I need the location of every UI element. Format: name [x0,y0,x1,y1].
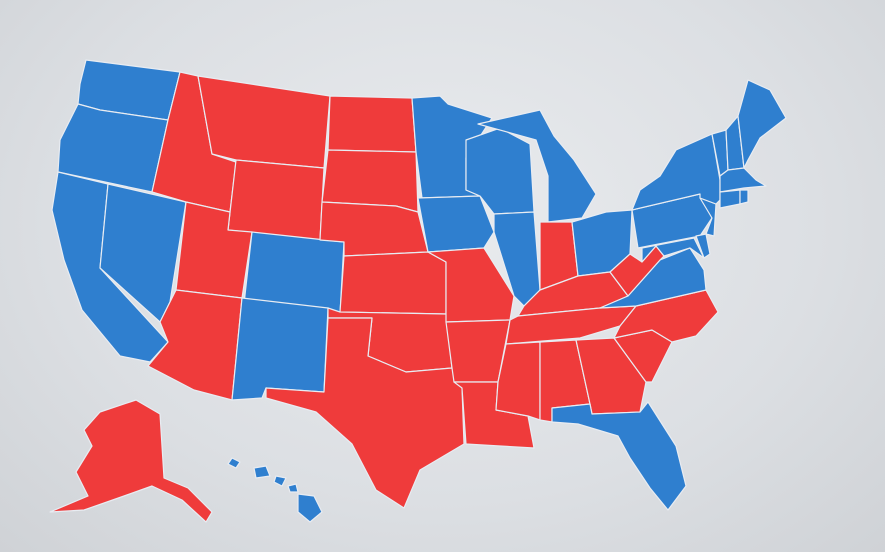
state-massachusetts[interactable] [719,167,767,193]
state-maine[interactable] [737,79,787,169]
state-new-york[interactable] [631,133,721,211]
state-delaware[interactable] [695,233,711,259]
state-new-mexico[interactable] [231,297,329,401]
state-texas[interactable] [265,317,465,509]
state-connecticut[interactable] [719,189,741,209]
state-florida[interactable] [551,401,687,511]
state-hawaii[interactable] [227,457,323,523]
state-north-dakota[interactable] [327,95,417,153]
state-iowa[interactable] [417,195,495,253]
state-kansas[interactable] [339,251,447,315]
state-montana[interactable] [197,75,331,169]
state-wyoming[interactable] [227,159,325,241]
state-maryland[interactable] [641,237,705,263]
state-alaska[interactable] [49,399,213,523]
state-rhode-island[interactable] [739,189,749,205]
state-michigan[interactable] [477,109,597,223]
